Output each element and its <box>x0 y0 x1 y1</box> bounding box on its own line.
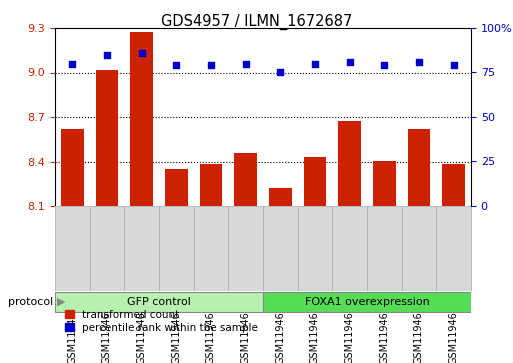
Point <box>242 61 250 66</box>
Bar <box>90 206 124 291</box>
Text: protocol: protocol <box>8 297 53 307</box>
Text: FOXA1 overexpression: FOXA1 overexpression <box>305 297 429 307</box>
Point <box>380 62 388 68</box>
Bar <box>437 206 471 291</box>
Bar <box>124 206 159 291</box>
Bar <box>367 206 402 291</box>
Bar <box>200 164 222 206</box>
Bar <box>55 292 263 312</box>
Bar <box>61 129 84 206</box>
Bar <box>165 169 188 206</box>
Point <box>346 59 354 65</box>
Bar <box>339 122 361 206</box>
Point <box>449 62 458 68</box>
Point <box>68 61 76 66</box>
Text: GDS4957 / ILMN_1672687: GDS4957 / ILMN_1672687 <box>161 14 352 30</box>
Point <box>311 61 319 66</box>
Bar <box>194 206 228 291</box>
Bar <box>332 206 367 291</box>
Text: GFP control: GFP control <box>127 297 191 307</box>
Point <box>276 70 284 76</box>
Bar <box>96 70 119 206</box>
Point <box>103 52 111 58</box>
Bar <box>304 157 326 206</box>
Point <box>137 50 146 56</box>
Bar <box>263 206 298 291</box>
Bar <box>159 206 194 291</box>
Bar <box>269 188 291 206</box>
Bar <box>130 32 153 206</box>
Legend: transformed count, percentile rank within the sample: transformed count, percentile rank withi… <box>65 310 258 333</box>
Bar <box>402 206 437 291</box>
Point <box>207 62 215 68</box>
Bar <box>298 206 332 291</box>
Bar <box>55 206 90 291</box>
Bar <box>408 129 430 206</box>
Bar <box>442 164 465 206</box>
Bar <box>263 292 471 312</box>
Text: ▶: ▶ <box>57 297 66 307</box>
Point <box>172 62 181 68</box>
Bar <box>373 162 396 206</box>
Bar <box>228 206 263 291</box>
Point <box>415 59 423 65</box>
Bar <box>234 152 257 206</box>
